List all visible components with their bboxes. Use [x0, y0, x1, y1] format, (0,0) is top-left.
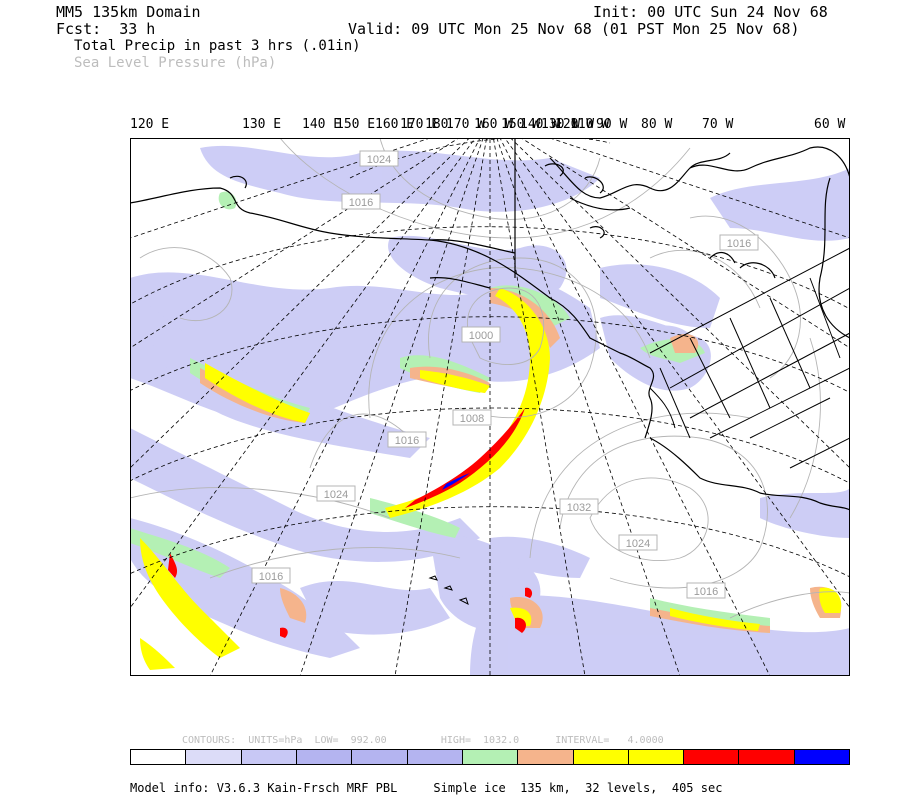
lon-label: 60 W	[814, 117, 846, 132]
isobar-labels: 1024 1016 1016 1000 1008 1016 1024 1032 …	[251, 150, 759, 599]
svg-text:1016: 1016	[395, 435, 419, 447]
isobar-label: 1024	[316, 485, 356, 502]
model-info: Model info: V3.6.3 Kain-Frsch MRF PBL Si…	[130, 781, 723, 795]
svg-text:1024: 1024	[367, 154, 391, 166]
svg-text:1016: 1016	[259, 571, 283, 583]
legend-swatch	[518, 750, 574, 764]
isobar-label: 1016	[387, 431, 427, 448]
isobar-label: 1024	[359, 150, 399, 167]
legend-swatch	[352, 750, 408, 764]
legend-swatch	[186, 750, 242, 764]
lon-label: 160 W	[474, 117, 514, 132]
lon-label: 80 W	[641, 117, 673, 132]
isobar-label: 1032	[559, 498, 599, 515]
legend-swatch	[739, 750, 795, 764]
svg-text:1016: 1016	[694, 586, 718, 598]
lon-label: 70 W	[702, 117, 734, 132]
field-precip-label: Total Precip in past 3 hrs (.01in)	[74, 38, 361, 54]
contour-info: CONTOURS: UNITS=hPa LOW= 992.00 HIGH= 10…	[182, 735, 664, 746]
lon-label: 110 W	[570, 117, 610, 132]
isobar-label: 1016	[341, 193, 381, 210]
isobar-label: 1016	[719, 234, 759, 251]
legend-swatch	[462, 750, 519, 764]
lon-label: 140 E	[302, 117, 342, 132]
hawaii	[428, 575, 469, 605]
svg-text:1016: 1016	[349, 197, 373, 209]
legend-swatch	[794, 750, 850, 764]
lon-label: 170 E	[400, 117, 440, 132]
isobars	[130, 138, 850, 619]
precip-shading	[130, 145, 850, 676]
isobar-label: 1016	[251, 567, 291, 584]
isobar-label: 1008	[452, 409, 492, 426]
lon-label: 130 W	[541, 117, 581, 132]
isobar-label: 1000	[461, 326, 501, 343]
precip-map: 1024 1016 1016 1000 1008 1016 1024 1032 …	[130, 138, 850, 676]
legend-swatch	[296, 750, 353, 764]
map-frame	[130, 138, 850, 676]
svg-text:1024: 1024	[626, 538, 650, 550]
lon-label: 130 E	[242, 117, 282, 132]
lon-label: 120 W	[555, 117, 595, 132]
init-time: Init: 00 UTC Sun 24 Nov 68	[593, 3, 828, 21]
legend-swatch	[407, 750, 463, 764]
lon-label: 160 E	[375, 117, 415, 132]
coastlines	[130, 138, 850, 511]
lon-label: 140 W	[520, 117, 560, 132]
legend-swatch	[573, 750, 629, 764]
lon-label: 150 E	[336, 117, 376, 132]
lon-label: 90 W	[596, 117, 628, 132]
forecast-hour: Fcst: 33 h	[56, 20, 156, 38]
lon-label: 170 W	[446, 117, 486, 132]
color-legend	[130, 749, 850, 765]
isobar-label: 1024	[618, 534, 658, 551]
svg-text:1008: 1008	[460, 413, 484, 425]
legend-swatch	[241, 750, 297, 764]
svg-text:1024: 1024	[324, 489, 348, 501]
svg-text:1000: 1000	[469, 330, 493, 342]
domain-title: MM5 135km Domain	[56, 3, 201, 21]
svg-text:1016: 1016	[727, 238, 751, 250]
lon-label: 180	[425, 117, 449, 132]
svg-text:1032: 1032	[567, 502, 591, 514]
legend-swatch	[628, 750, 685, 764]
lon-label: 120 E	[130, 117, 170, 132]
political-borders	[649, 247, 850, 469]
field-slp-label: Sea Level Pressure (hPa)	[74, 55, 277, 71]
valid-time: Valid: 09 UTC Mon 25 Nov 68 (01 PST Mon …	[348, 20, 800, 38]
legend-swatch	[684, 750, 740, 764]
legend-swatch	[131, 750, 187, 764]
isobar-label: 1016	[686, 582, 726, 599]
lon-label: 150 W	[501, 117, 541, 132]
